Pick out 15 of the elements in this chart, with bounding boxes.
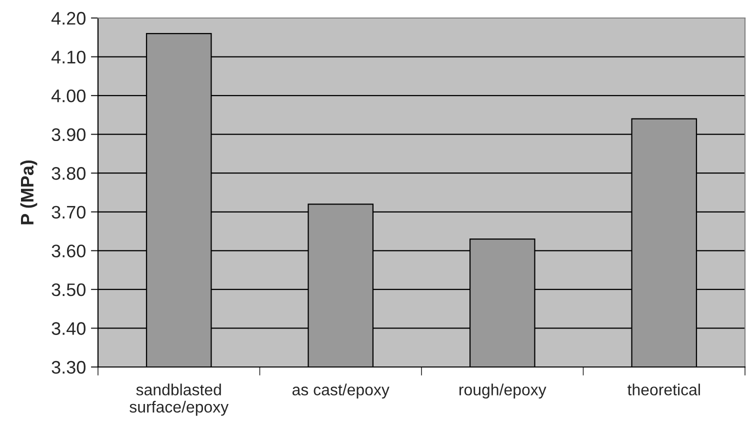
y-tick-label: 4.20 xyxy=(51,12,86,25)
y-tick-label: 3.50 xyxy=(52,283,86,296)
x-tick-label: rough/epoxy xyxy=(459,384,546,399)
y-tick-label: 3.70 xyxy=(52,206,86,219)
x-tick-label: theoretical xyxy=(628,384,700,396)
x-tick-label: sandblasted surface/epoxy xyxy=(130,384,229,416)
y-tick-label: 3.60 xyxy=(52,244,86,258)
y-tick-label: 3.90 xyxy=(52,128,86,142)
y-tick-label: 3.30 xyxy=(52,360,86,374)
y-tick-label: 4.00 xyxy=(51,89,86,102)
y-tick-label: 3.40 xyxy=(52,322,86,335)
y-tick-label: 3.80 xyxy=(52,167,86,180)
y-axis-title: P (MPa) xyxy=(20,160,38,224)
x-tick-label: as cast/epoxy xyxy=(292,384,390,399)
y-tick-label: 4.10 xyxy=(51,50,86,64)
